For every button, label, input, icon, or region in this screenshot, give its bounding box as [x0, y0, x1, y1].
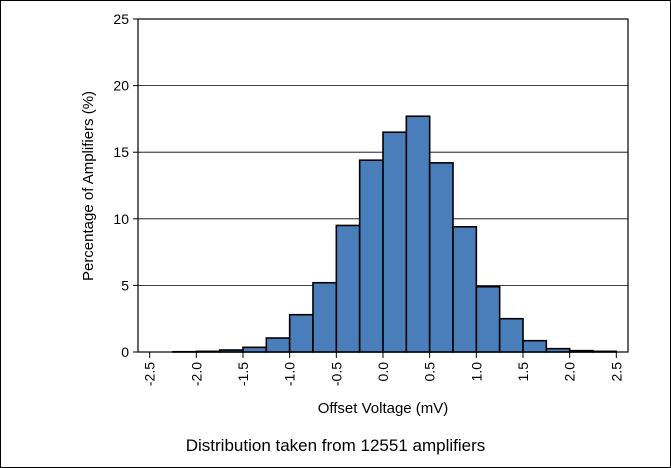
histogram-bar	[312, 281, 338, 353]
x-tick-label: 1.0	[468, 362, 484, 382]
x-tick-label: 0.0	[375, 362, 391, 382]
histogram-bar	[475, 285, 501, 353]
y-tick-label: 0	[121, 344, 129, 360]
x-tick-label: -1.0	[282, 362, 298, 386]
histogram-bar	[195, 350, 221, 353]
y-tick-label: 25	[113, 11, 129, 27]
x-axis-title: Offset Voltage (mV)	[318, 400, 449, 417]
x-axis-ticks: -2.5 -2.0 -1.5 -1.0 -0.5 0.0 0.5 1.0 1.5 2.0 2.5	[142, 352, 624, 386]
bars	[172, 115, 618, 353]
histogram-bar	[522, 339, 548, 353]
histogram-bar	[452, 225, 478, 353]
chart-caption: Distribution taken from 12551 amplifiers	[185, 436, 486, 455]
x-tick-label: -2.0	[188, 362, 204, 386]
histogram-bar	[568, 349, 594, 353]
histogram-bar	[592, 350, 618, 353]
histogram-bar	[428, 162, 454, 353]
histogram-bar	[335, 224, 361, 353]
x-tick-label: 2.5	[608, 362, 624, 382]
histogram-bar	[265, 337, 291, 353]
y-tick-label: 5	[121, 277, 129, 293]
x-tick-label: 1.5	[515, 362, 531, 382]
histogram-bar	[358, 159, 384, 353]
histogram-bar	[288, 313, 314, 353]
histogram-bar	[218, 349, 244, 353]
x-tick-label: -2.5	[142, 362, 158, 386]
histogram-bar	[498, 317, 524, 353]
histogram-bar	[405, 115, 431, 353]
x-tick-label: 0.5	[422, 362, 438, 382]
histogram-bar	[382, 131, 408, 353]
histogram-bar	[242, 346, 268, 353]
x-tick-label: 2.0	[562, 362, 578, 382]
y-axis-ticks: 0 5 10 15 20 25	[113, 11, 138, 360]
x-tick-label: -1.5	[235, 362, 251, 386]
y-tick-label: 20	[113, 78, 129, 94]
y-tick-label: 15	[113, 144, 129, 160]
y-axis-title: Percentage of Amplifiers (%)	[80, 91, 97, 281]
y-tick-label: 10	[113, 211, 129, 227]
histogram-chart: 0 5 10 15 20 25 -2.5 -2.0 -1.5 -1.0 -0.5 0.0 0.5 1.0…	[80, 11, 629, 417]
histogram-bar	[545, 347, 571, 353]
x-tick-label: -0.5	[328, 362, 344, 386]
